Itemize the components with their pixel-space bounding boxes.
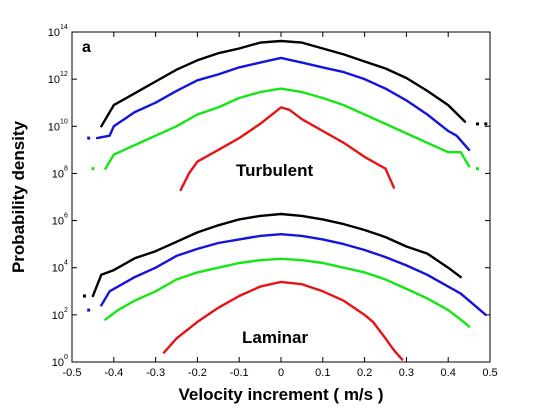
series-line-turbulent-green [104,87,471,170]
y-tick-exponent: 8 [64,165,68,172]
y-tick-label: 10 12 [48,71,68,86]
series-line-turbulent-black [100,39,467,128]
y-axis-title: Probability density [9,120,28,273]
isolated-points [83,122,488,312]
isolated-point-black [484,122,488,126]
panel-label: a [82,39,91,56]
y-tick-exponent: 6 [64,213,68,220]
x-tick-label: -0.4 [104,367,123,379]
x-tick-label: -0.3 [146,367,165,379]
series-line-turbulent-blue [95,56,471,152]
y-tick-label: 10 0 [52,354,68,369]
y-tick-base: 10 [48,27,60,39]
y-tick-base: 10 [52,216,64,228]
y-tick-base: 10 [52,168,64,180]
annotation-laminar: Laminar [242,328,309,347]
annotation-turbulent: Turbulent [236,161,313,180]
y-tick-exponent: 12 [60,71,68,78]
series-line-laminar-black [91,212,462,298]
x-tick-label: -0.2 [188,367,207,379]
isolated-point-blue [87,308,91,312]
axis-ticks: -0.5 -0.4 -0.3 -0.2 -0.1 0 0.1 0.2 0.3 0.4 0.510 01… [48,24,498,379]
y-tick-base: 10 [52,357,64,369]
series-lines [91,39,487,361]
y-tick-label: 10 4 [52,260,68,275]
y-tick-exponent: 10 [60,118,68,125]
y-tick-exponent: 14 [60,24,68,31]
y-tick-base: 10 [52,310,64,322]
y-tick-base: 10 [48,121,60,133]
series-line-laminar-blue [100,232,487,317]
isolated-point-black [476,122,479,126]
isolated-point-blue [87,136,91,140]
x-tick-label: 0.4 [441,367,456,379]
y-tick-exponent: 2 [64,307,68,314]
series-line-laminar-red [162,280,404,361]
y-tick-base: 10 [48,74,60,86]
y-tick-label: 10 6 [52,213,68,228]
x-tick-label: 0.5 [482,367,497,379]
x-tick-label: -0.1 [230,367,249,379]
y-tick-label: 10 14 [48,24,68,39]
y-tick-label: 10 10 [48,118,68,133]
y-tick-exponent: 4 [64,260,68,267]
y-tick-exponent: 0 [64,354,68,361]
y-tick-label: 10 8 [52,165,68,180]
y-tick-base: 10 [52,263,64,275]
isolated-point-green [476,167,479,171]
x-tick-label: 0.2 [357,367,372,379]
y-tick-label: 10 2 [52,307,68,322]
series-line-turbulent-red [179,106,396,192]
x-tick-label: 0.3 [399,367,414,379]
x-tick-label: 0.1 [315,367,330,379]
x-axis-title: Velocity increment ( m/s ) [178,385,383,404]
isolated-point-black [83,294,86,298]
isolated-point-green [91,167,95,171]
x-tick-label: -0.5 [63,367,82,379]
plot-frame [71,31,491,363]
x-tick-label: 0 [278,367,284,379]
series-line-laminar-green [104,257,471,328]
